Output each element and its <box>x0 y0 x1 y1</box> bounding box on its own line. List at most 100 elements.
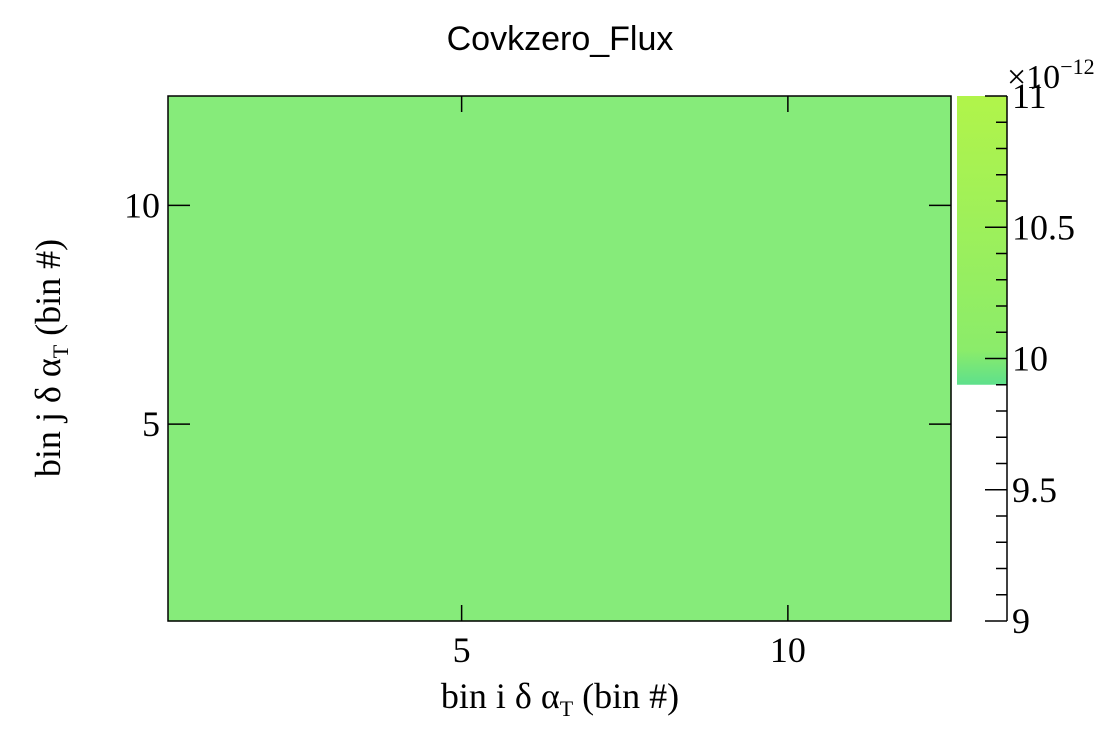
heatmap-cell-11-4 <box>820 446 887 491</box>
heatmap-cell-11-2 <box>820 533 887 578</box>
heatmap-cell-4-8 <box>363 271 430 316</box>
heatmap-cell-7-5 <box>559 402 626 447</box>
heatmap-cell-4-5 <box>363 402 430 447</box>
heatmap-cell-1-6 <box>168 358 234 403</box>
colorbar-ticks <box>985 95 1007 622</box>
colorbar-label-9: 9 <box>1012 601 1030 641</box>
y-axis-ticks <box>168 204 951 425</box>
heatmap-cell-5-4 <box>429 446 495 491</box>
heatmap-cell-12-7 <box>885 314 952 360</box>
heatmap-cell-7-1 <box>559 577 626 622</box>
heatmap-cell-8-4 <box>624 446 691 491</box>
heatmap-cell-10-11 <box>755 139 822 185</box>
heatmap-cell-2-12 <box>233 96 300 141</box>
y-tick-label-10: 10 <box>124 185 160 225</box>
heatmap-cell-8-6 <box>624 358 691 403</box>
heatmap-cell-9-11 <box>690 139 756 185</box>
heatmap-cell-9-6 <box>690 358 756 403</box>
heatmap-cell-6-2 <box>494 533 561 578</box>
heatmap-cell-10-2 <box>755 533 822 578</box>
heatmap-cell-7-3 <box>559 489 626 535</box>
heatmap-cell-4-6 <box>363 358 430 403</box>
heatmap-cell-7-6 <box>559 358 626 403</box>
heatmap-cell-2-9 <box>233 227 300 272</box>
heatmap-cell-1-4 <box>168 446 234 491</box>
heatmap-cell-5-8 <box>429 271 495 316</box>
heatmap-cell-1-3 <box>168 489 234 535</box>
heatmap-cell-1-8 <box>168 271 234 316</box>
heatmap-cell-10-6 <box>755 358 822 403</box>
heatmap-cell-12-4 <box>885 446 952 491</box>
y-axis-label: bin j δ αT (bin #) <box>28 239 73 477</box>
x-axis-ticks <box>460 96 789 621</box>
heatmap-cell-12-11 <box>885 139 952 185</box>
heatmap-cell-5-3 <box>429 489 495 535</box>
heatmap-cell-2-6 <box>233 358 300 403</box>
heatmap-cell-9-10 <box>690 183 756 228</box>
heatmap-cell-2-8 <box>233 271 300 316</box>
heatmap-cell-2-2 <box>233 533 300 578</box>
colorbar-label-10: 10 <box>1012 339 1048 379</box>
heatmap-cell-12-3 <box>885 489 952 535</box>
heatmap-cell-6-11 <box>494 139 561 185</box>
heatmap-cell-12-2 <box>885 533 952 578</box>
heatmap-cell-3-10 <box>298 183 365 228</box>
heatmap-cell-2-3 <box>233 489 300 535</box>
heatmap-cell-6-8 <box>494 271 561 316</box>
heatmap-cell-7-7 <box>559 314 626 360</box>
heatmap-cell-8-2 <box>624 533 691 578</box>
heatmap-cell-1-1 <box>168 577 234 622</box>
heatmap-cell-5-10 <box>429 183 495 228</box>
y-tick-label-5: 5 <box>142 404 160 444</box>
colorbar-label-9-5: 9.5 <box>1012 470 1057 510</box>
heatmap-cell-9-7 <box>690 314 756 360</box>
heatmap-cell-7-12 <box>559 96 626 141</box>
heatmap-cell-7-11 <box>559 139 626 185</box>
heatmap-cell-2-7 <box>233 314 300 360</box>
heatmap-cell-8-3 <box>624 489 691 535</box>
heatmap-cell-8-9 <box>624 227 691 272</box>
heatmap-cell-6-10 <box>494 183 561 228</box>
heatmap-cell-4-11 <box>363 139 430 185</box>
heatmap-cell-6-1 <box>494 577 561 622</box>
heatmap-cell-2-11 <box>233 139 300 185</box>
heatmap-cell-5-11 <box>429 139 495 185</box>
colorbar-exponent: ×10−12 <box>1007 54 1095 96</box>
heatmap-cell-6-9 <box>494 227 561 272</box>
heatmap-cell-5-6 <box>429 358 495 403</box>
heatmap-cell-9-8 <box>690 271 756 316</box>
heatmap-cell-4-12 <box>363 96 430 141</box>
heatmap-cell-3-4 <box>298 446 365 491</box>
heatmap-cell-5-7 <box>429 314 495 360</box>
heatmap-cell-10-8 <box>755 271 822 316</box>
heatmap-cell-10-9 <box>755 227 822 272</box>
heatmap-cell-6-5 <box>494 402 561 447</box>
chart-title: Covkzero_Flux <box>447 20 674 58</box>
heatmap-cell-2-5 <box>233 402 300 447</box>
heatmap-cell-12-1 <box>885 577 952 622</box>
heatmap-cell-11-1 <box>820 577 887 622</box>
heatmap-cell-6-12 <box>494 96 561 141</box>
colorbar-label-10-5: 10.5 <box>1012 207 1075 247</box>
heatmap-cell-5-2 <box>429 533 495 578</box>
heatmap-cell-9-4 <box>690 446 756 491</box>
heatmap-cell-12-8 <box>885 271 952 316</box>
heatmap-cell-11-6 <box>820 358 887 403</box>
heatmap-cells <box>168 96 952 622</box>
heatmap-cell-9-12 <box>690 96 756 141</box>
heatmap-cell-3-8 <box>298 271 365 316</box>
heatmap-cell-1-12 <box>168 96 234 141</box>
heatmap-cell-9-1 <box>690 577 756 622</box>
heatmap-cell-6-7 <box>494 314 561 360</box>
heatmap-cell-4-3 <box>363 489 430 535</box>
plot-frame <box>167 95 952 622</box>
heatmap-cell-8-5 <box>624 402 691 447</box>
heatmap-cell-8-1 <box>624 577 691 622</box>
heatmap-cell-1-11 <box>168 139 234 185</box>
colorbar-label-11: 11 <box>1012 76 1047 116</box>
heatmap-cell-9-9 <box>690 227 756 272</box>
heatmap-cell-7-10 <box>559 183 626 228</box>
heatmap-cell-11-9 <box>820 227 887 272</box>
